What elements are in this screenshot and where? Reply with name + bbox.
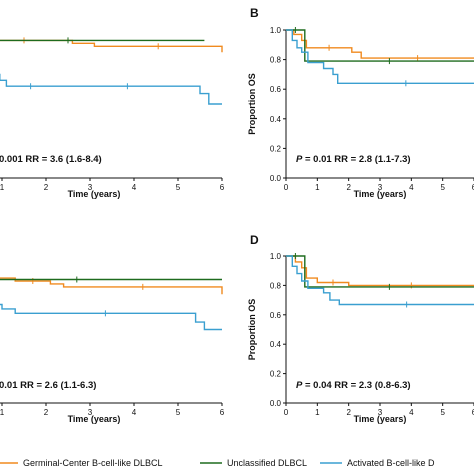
y-tick-label: 0.2	[270, 144, 282, 153]
x-tick-label: 0	[284, 408, 289, 417]
y-tick-label: 0.8	[270, 56, 282, 65]
y-tick-label: 0.4	[270, 340, 282, 349]
x-tick-label: 1	[315, 408, 320, 417]
stat-annotation: 0.001 RR = 3.6 (1.6-8.4)	[0, 154, 102, 165]
x-tick-label: 5	[440, 183, 445, 192]
x-tick-label: 3	[88, 408, 93, 417]
legend-label: Unclassified DLBCL	[227, 458, 307, 468]
series-line-germinal	[0, 39, 223, 53]
y-tick-label: 1.0	[270, 26, 282, 35]
x-axis-label: Time (years)	[354, 414, 407, 424]
x-tick-label: 4	[132, 408, 137, 417]
legend-item-2: Unclassified DLBCL	[200, 458, 307, 468]
y-tick-label: 0.0	[270, 399, 282, 408]
x-tick-label: 3	[88, 183, 93, 192]
legend-item-3: Activated B-cell-like D	[320, 458, 435, 468]
y-tick-label: 0.0	[270, 174, 282, 183]
x-axis-label: Time (years)	[68, 414, 121, 424]
x-tick-label: 6	[220, 408, 225, 417]
km-panel-3: 1 2 3 4 5 6 Time (years) 0.01 RR = 2.6 (1.1-6.3…	[0, 276, 225, 424]
stat-annotation: P = 0.01 RR = 2.8 (1.1-7.3)	[296, 154, 411, 165]
series-line-germinal	[286, 255, 474, 287]
series-line-unclassified	[286, 29, 474, 62]
km-panel-1: 1 2 3 4 5 6 Time (years) 0.001 RR = 3.6 (1.6-8.…	[0, 37, 225, 199]
panels: 1 2 3 4 5 6 Time (years) 0.001 RR = 3.6 (1.6-8.…	[0, 6, 474, 424]
x-tick-label: 0	[284, 183, 289, 192]
series-line-activated	[0, 303, 222, 331]
x-axis-label: Time (years)	[68, 189, 121, 199]
stat-annotation: P = 0.04 RR = 2.3 (0.8-6.3)	[296, 380, 411, 391]
y-tick-label: 0.8	[270, 281, 282, 290]
x-tick-label: 1	[0, 408, 5, 417]
y-tick-label: 0.6	[270, 85, 282, 94]
x-tick-label: 5	[440, 408, 445, 417]
legend-label: Germinal-Center B-cell-like DLBCL	[23, 458, 163, 468]
x-tick-label: 6	[220, 183, 225, 192]
x-axis-label: Time (years)	[354, 189, 407, 199]
x-tick-label: 6	[472, 408, 474, 417]
series-line-activated	[286, 255, 474, 306]
km-panel-2: 0.0 0.2 0.4 0.6 0.8 1.0 Proportion OS 0 1 2 3 4 5 6 Ti…	[247, 6, 474, 199]
legend: Germinal-Center B-cell-like DLBCL Unclass…	[0, 458, 435, 468]
km-panel-4: 0.0 0.2 0.4 0.6 0.8 1.0 Proportion OS 0 1 2 3 4 5 6 Ti…	[247, 233, 474, 424]
stat-annotation: 0.01 RR = 2.6 (1.1-6.3)	[0, 380, 96, 391]
x-tick-label: 4	[132, 183, 137, 192]
y-tick-label: 0.2	[270, 370, 282, 379]
y-axis-label: Proportion OS	[247, 299, 257, 361]
x-tick-label: 2	[346, 408, 351, 417]
panel-label: B	[250, 6, 259, 20]
x-tick-label: 2	[346, 183, 351, 192]
x-tick-label: 3	[378, 408, 383, 417]
x-tick-label: 1	[315, 183, 320, 192]
series-line-germinal	[0, 277, 223, 295]
series-line-activated	[286, 29, 474, 85]
series-line-unclassified	[286, 255, 474, 288]
y-tick-label: 0.6	[270, 311, 282, 320]
x-tick-label: 5	[176, 408, 181, 417]
y-axis-label: Proportion OS	[247, 73, 257, 135]
x-tick-label: 5	[176, 183, 181, 192]
x-tick-label: 2	[44, 183, 49, 192]
y-tick-label: 1.0	[270, 252, 282, 261]
legend-item-1: Germinal-Center B-cell-like DLBCL	[0, 458, 163, 468]
legend-label: Activated B-cell-like D	[347, 458, 435, 468]
x-tick-label: 4	[409, 408, 414, 417]
x-tick-label: 1	[0, 183, 5, 192]
series-line-activated	[0, 73, 222, 105]
x-tick-label: 2	[44, 408, 49, 417]
panel-label: D	[250, 233, 259, 247]
x-tick-label: 4	[409, 183, 414, 192]
x-tick-label: 3	[378, 183, 383, 192]
x-tick-label: 6	[472, 183, 474, 192]
series-line-germinal	[286, 29, 474, 59]
y-tick-label: 0.4	[270, 115, 282, 124]
